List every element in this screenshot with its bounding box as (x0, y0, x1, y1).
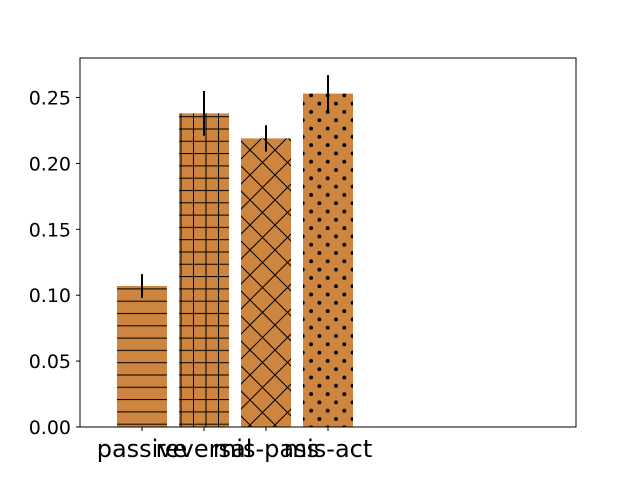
bar-hatch-reversal (179, 113, 229, 427)
x-tick-label-mis-act: mis-act (284, 435, 373, 463)
y-tick-label-3: 0.15 (29, 219, 71, 241)
x-tick-label-passive: passive (97, 435, 188, 463)
axes-frame (79, 57, 577, 428)
x-tick-label-mis-pass: mis-pass (213, 435, 319, 463)
y-tick-label-2: 0.10 (29, 285, 71, 307)
bar-hatch-mis-act (303, 93, 353, 427)
plot-area: 0.000.050.100.150.200.25passivereversalm… (29, 75, 373, 463)
y-tick-label-0: 0.00 (29, 417, 71, 439)
bar-hatch-mis-pass (241, 138, 291, 427)
y-tick-label-4: 0.20 (29, 153, 71, 175)
y-tick-label-5: 0.25 (29, 88, 71, 110)
y-tick-label-1: 0.05 (29, 351, 71, 373)
x-tick-label-reversal: reversal (156, 435, 253, 463)
bar-hatch-passive (117, 285, 167, 427)
